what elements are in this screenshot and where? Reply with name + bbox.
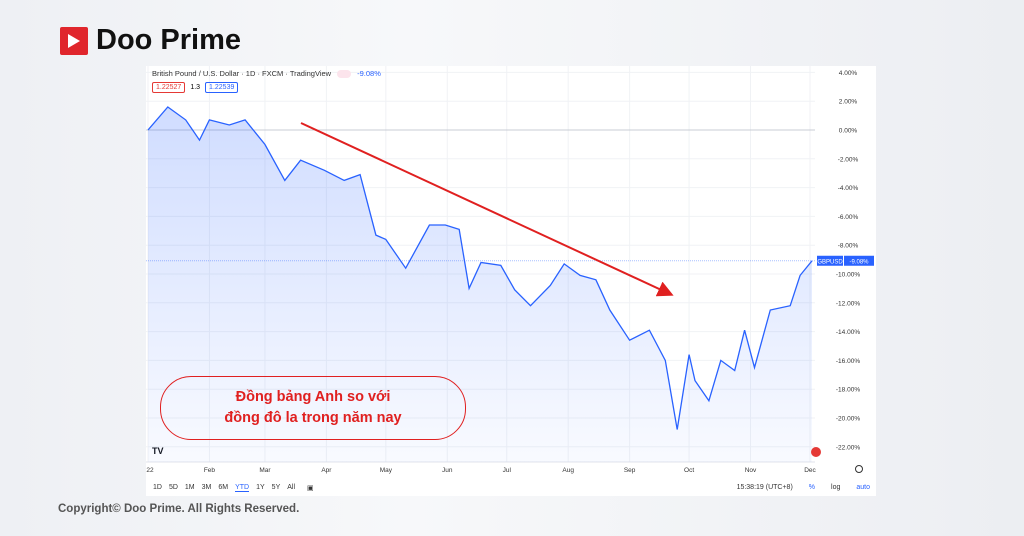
chart-plot[interactable]: 4.00% 2.00% 0.00% -2.00% -4.00% -6.00% -8.00% -… (146, 66, 876, 496)
x-tick-label: Nov (745, 467, 757, 474)
y-tick-label: 0.00% (839, 128, 858, 135)
range-all[interactable]: All (287, 484, 296, 491)
x-tick-label: May (380, 467, 393, 474)
bottom-toolbar: 1D 5D 1M 3M 6M YTD 1Y 5Y All ▣ 15:38:19 … (146, 479, 876, 496)
chart-title: British Pound / U.S. Dollar · 1D · FXCM … (152, 69, 332, 78)
annotation-line-2: đồng đô la trong năm nay (224, 410, 402, 426)
y-tick-label: -6.00% (838, 214, 859, 221)
doo-prime-logo: Doo Prime (60, 24, 241, 57)
range-1y[interactable]: 1Y (256, 484, 265, 491)
range-1m[interactable]: 1M (184, 484, 195, 491)
y-tick-label: -16.00% (836, 358, 860, 365)
tradingview-chart: 4.00% 2.00% 0.00% -2.00% -4.00% -6.00% -8.00% -… (146, 66, 876, 496)
x-tick-label: Feb (204, 467, 216, 474)
symbol-label: GBPUSD (817, 259, 843, 265)
trend-arrow (300, 122, 674, 297)
x-tick-label: Apr (321, 467, 332, 474)
last-value-label: -9.08% (849, 259, 869, 265)
price-line (147, 106, 813, 430)
x-tick-label: Aug (562, 467, 574, 474)
status-indicator-icon (337, 69, 352, 78)
y-tick-label: -18.00% (836, 387, 860, 394)
y-tick-label: -20.00% (836, 416, 860, 423)
x-tick-label: Sep (624, 467, 636, 474)
x-tick-label: Dec (804, 467, 816, 474)
y-tick-label: -8.00% (838, 243, 859, 250)
price-area-fill (148, 107, 812, 462)
chart-header: British Pound / U.S. Dollar · 1D · FXCM … (152, 69, 381, 78)
last-value-bg (844, 255, 874, 266)
date-range-icon[interactable]: ▣ (307, 484, 314, 492)
copyright: Copyright© Doo Prime. All Rights Reserve… (58, 503, 300, 515)
range-6m[interactable]: 6M (218, 484, 229, 491)
percent-toggle[interactable]: % (808, 484, 816, 491)
y-tick-label: -14.00% (836, 329, 860, 336)
spread: 1.3 (190, 84, 201, 91)
settings-gear-icon (855, 465, 863, 473)
y-tick-label: 2.00% (839, 99, 858, 106)
price-boxes: 1.22527 1.3 1.22539 (152, 82, 239, 93)
y-tick-label: -4.00% (838, 185, 859, 192)
x-tick-label: Jul (503, 467, 512, 474)
range-ytd[interactable]: YTD (235, 483, 250, 492)
auto-toggle[interactable]: auto (856, 484, 870, 491)
ask-price[interactable]: 1.22539 (205, 82, 239, 93)
tradingview-logo-icon: TV (152, 446, 164, 456)
range-3m[interactable]: 3M (201, 484, 212, 491)
log-toggle[interactable]: log (831, 484, 841, 491)
y-tick-label: -12.00% (836, 300, 860, 307)
x-tick-label: Mar (259, 467, 271, 474)
y-tick-label: -10.00% (836, 272, 860, 279)
range-1d[interactable]: 1D (153, 484, 162, 491)
range-5y[interactable]: 5Y (271, 484, 281, 491)
logo-text: Doo Prime (96, 24, 242, 56)
us-flag-icon (811, 447, 821, 457)
change-value: -9.08% (357, 69, 381, 78)
y-tick-label: -2.00% (838, 156, 859, 163)
range-5d[interactable]: 5D (168, 484, 178, 491)
x-tick-label: Jun (442, 467, 453, 474)
y-tick-label: 4.00% (839, 70, 858, 77)
x-tick-label: 22 (146, 467, 154, 474)
bid-price[interactable]: 1.22527 (152, 82, 186, 93)
logo-mark-icon (60, 26, 88, 55)
clock-time: 15:38:19 (UTC+8) (736, 484, 793, 491)
x-tick-label: Oct (684, 467, 694, 474)
annotation-line-1: Đồng bảng Anh so với (235, 389, 391, 405)
annotation-callout: Đồng bảng Anh so với đồng đô la trong nă… (160, 376, 466, 440)
symbol-label-bg (817, 255, 843, 266)
y-tick-label: -22.00% (836, 444, 860, 451)
